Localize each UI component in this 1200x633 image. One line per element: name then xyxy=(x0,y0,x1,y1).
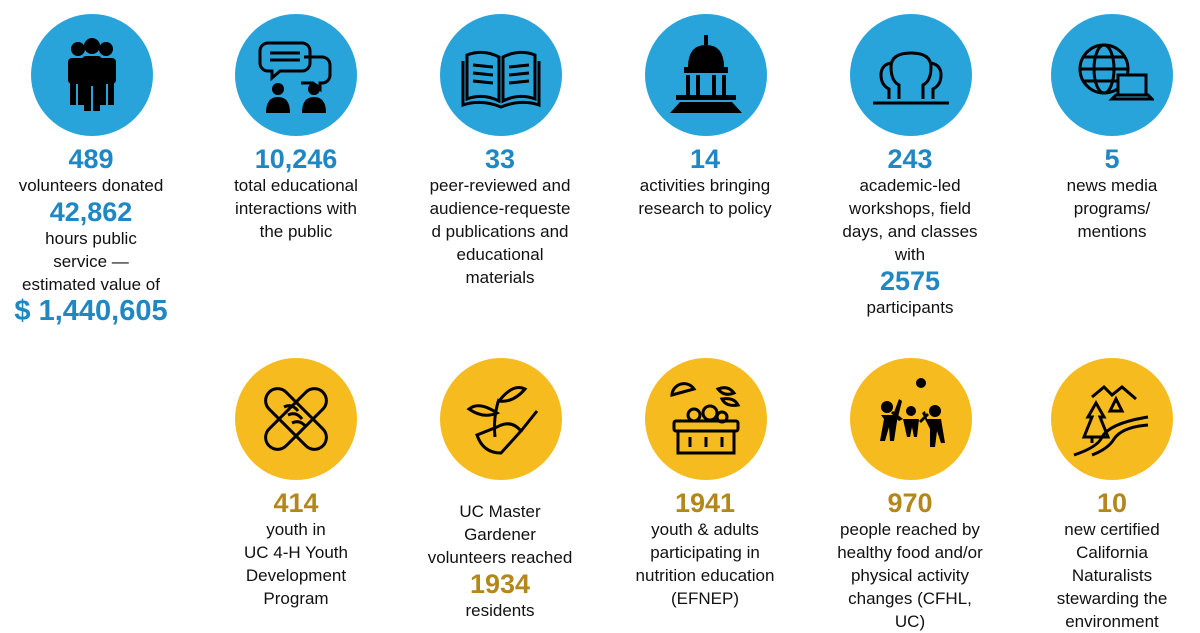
conversation-icon xyxy=(235,14,357,136)
stat-master-gardener: UC Master Gardener volunteers reached 19… xyxy=(405,500,595,622)
stat-number: 14 xyxy=(689,144,721,174)
stat-number: 10,246 xyxy=(254,144,338,174)
stat-desc-line: estimated value of xyxy=(22,275,160,294)
stat-desc-line: interactions with xyxy=(235,199,357,218)
stat-number: 33 xyxy=(484,144,516,174)
stat-desc-line: hours public xyxy=(45,229,137,248)
stat-desc-line: new certified xyxy=(1064,520,1160,539)
stat-number: 243 xyxy=(887,144,933,174)
stat-desc-line: d publications and xyxy=(431,222,569,241)
stat-desc: participants xyxy=(866,298,954,317)
stat-policy: 14 activities bringing research to polic… xyxy=(612,144,798,220)
stat-desc-line: materials xyxy=(465,268,535,287)
stat-desc-line: activities bringing xyxy=(639,176,771,195)
stat-desc-line: audience-requeste xyxy=(429,199,571,218)
stat-efnep: 1941 youth & adults participating in nut… xyxy=(612,488,798,610)
stat-number: 10 xyxy=(1096,488,1128,518)
stat-desc-line: environment xyxy=(1065,612,1159,631)
stat-desc-line: youth in xyxy=(266,520,326,539)
stat-desc-line: days, and classes xyxy=(842,222,978,241)
stat-number-hours: 42,862 xyxy=(49,197,133,227)
stat-desc-line: academic-led xyxy=(859,176,961,195)
hands-icon xyxy=(235,358,357,480)
stat-desc-line: Gardener xyxy=(464,525,536,544)
stat-desc-line: Program xyxy=(263,589,329,608)
stat-desc-line: healthy food and/or xyxy=(837,543,983,562)
stat-cfhl: 970 people reached by healthy food and/o… xyxy=(816,488,1004,633)
stat-number: 970 xyxy=(887,488,933,518)
stat-desc-line: workshops, field xyxy=(849,199,971,218)
stat-number-value: $ 1,440,605 xyxy=(14,295,168,327)
stat-desc-line: UC 4-H Youth xyxy=(244,543,348,562)
stat-desc-line: with xyxy=(894,245,926,264)
stat-number: 5 xyxy=(1104,144,1120,174)
stat-interactions: 10,246 total educational interactions wi… xyxy=(206,144,386,243)
stat-desc-line: research to policy xyxy=(638,199,772,218)
stat-desc-line: service — xyxy=(53,252,129,271)
stat-publications: 33 peer-reviewed and audience-requeste d… xyxy=(405,144,595,289)
stat-naturalists: 10 new certified California Naturalists … xyxy=(1030,488,1194,633)
stat-desc-line: peer-reviewed and xyxy=(429,176,571,195)
stat-desc-line: total educational xyxy=(234,176,358,195)
stat-volunteers: 489 volunteers donated 42,862 hours publ… xyxy=(0,144,182,326)
nature-landscape-icon xyxy=(1051,358,1173,480)
stat-desc-line: UC Master xyxy=(459,502,541,521)
food-bowl-icon xyxy=(645,358,767,480)
stat-desc-line: physical activity xyxy=(850,566,970,585)
stat-number-participants: 2575 xyxy=(879,266,941,296)
stat-desc-line: California xyxy=(1076,543,1148,562)
stat-number: 1941 xyxy=(674,488,736,518)
stat-desc: residents xyxy=(465,601,535,620)
stat-desc-line: UC) xyxy=(894,612,926,631)
stat-desc-line: nutrition education xyxy=(635,566,775,585)
stat-desc-line: participating in xyxy=(650,543,760,562)
stat-desc: volunteers donated xyxy=(18,176,164,195)
stat-media: 5 news media programs/ mentions xyxy=(1030,144,1194,243)
stat-workshops: 243 academic-led workshops, field days, … xyxy=(816,144,1004,319)
stat-number: 414 xyxy=(273,488,319,518)
stat-desc-line: volunteers reached xyxy=(427,548,573,567)
stat-desc-line: people reached by xyxy=(840,520,980,539)
stat-desc-line: Development xyxy=(245,566,347,585)
stat-desc-line: (EFNEP) xyxy=(671,589,739,608)
trowel-seedling-icon xyxy=(440,358,562,480)
open-book-icon xyxy=(440,14,562,136)
stat-desc-line: youth & adults xyxy=(651,520,759,539)
stat-desc-line: programs/ xyxy=(1073,199,1151,218)
stat-desc-line: Naturalists xyxy=(1071,566,1153,585)
kids-playing-icon xyxy=(850,358,972,480)
stat-number: 489 xyxy=(68,144,114,174)
stat-desc-line: mentions xyxy=(1077,222,1147,241)
capitol-icon xyxy=(645,14,767,136)
stat-desc-line: the public xyxy=(259,222,333,241)
stat-desc-line: stewarding the xyxy=(1056,589,1168,608)
stat-desc-line: news media xyxy=(1066,176,1158,195)
stat-desc-line: changes (CFHL, xyxy=(848,589,972,608)
stat-desc-line: educational xyxy=(456,245,544,264)
stat-4h-youth: 414 youth in UC 4-H Youth Development Pr… xyxy=(206,488,386,610)
group-icon xyxy=(850,14,972,136)
volunteers-icon xyxy=(31,14,153,136)
stat-number: 1934 xyxy=(469,569,531,599)
globe-laptop-icon xyxy=(1051,14,1173,136)
